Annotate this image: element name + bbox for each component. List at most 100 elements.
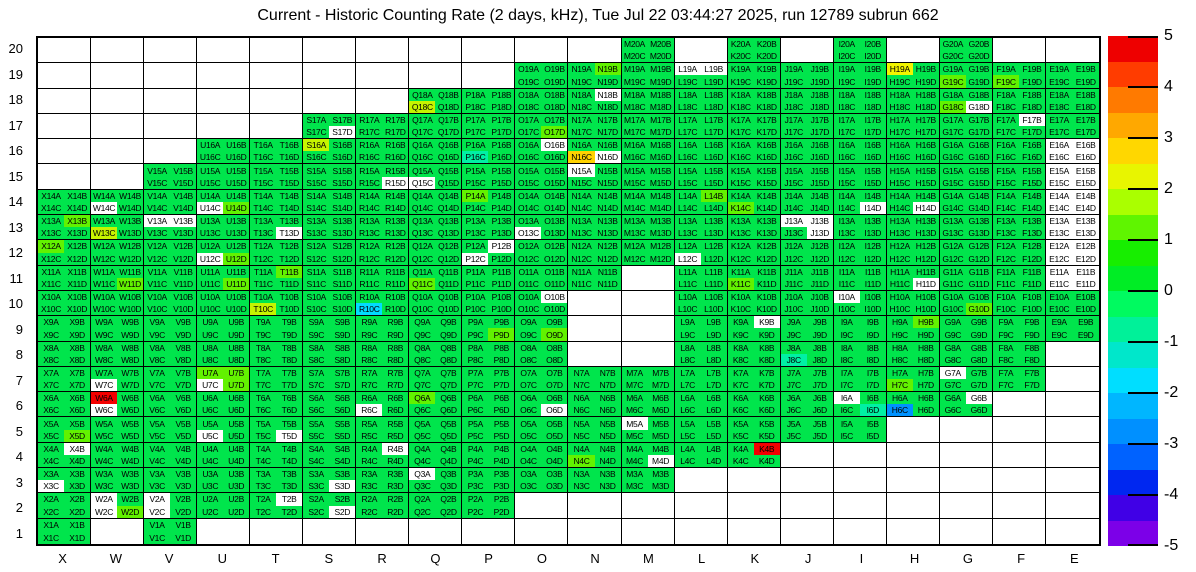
channel-M16A: M16A [621,139,648,152]
channel-G14B: G14B [965,189,992,202]
channel-R15C: R15C [356,176,383,189]
channel-T7A: T7A [250,366,277,380]
cell-W18 [91,88,145,114]
channel-H9D: H9D [912,328,939,341]
colorbar-tick-label-3: 3 [1164,129,1173,146]
channel-S14B: S14B [329,189,356,202]
channel-I17B: I17B [859,113,886,127]
channel-I10C: I10C [833,303,860,316]
channel-R6B: R6B [382,392,409,405]
channel-R4D: R4D [382,454,409,468]
channel-I6B: I6B [859,392,886,405]
channel-R5C: R5C [356,429,383,442]
channel-P4B: P4B [488,442,515,455]
channel-Q14C: Q14C [409,201,436,215]
channel-X4D: X4D [64,454,91,468]
channel-O11D: O11D [541,277,568,290]
channel-Q16C: Q16C [409,151,436,164]
cell-P15: P15A P15B P15C P15D [462,164,516,190]
channel-I13A: I13A [833,215,860,228]
cell-O5: O5A O5B O5C O5D [515,417,569,443]
channel-O19C: O19C [515,75,542,88]
cell-V14: V14A V14B V14C V14D [144,189,198,216]
channel-L18B: L18B [700,88,727,101]
channel-H6B: H6B [912,392,939,405]
cell-F2 [992,493,1046,519]
channel-X2D: X2D [64,505,91,518]
channel-G14A: G14A [939,189,966,202]
cell-M12: M12A M12B M12C M12D [621,240,675,266]
channel-J14B: J14B [806,189,833,202]
channel-R5B: R5B [382,417,409,430]
cell-X7: X7A X7B X7C X7D [38,366,92,393]
channel-H19D: H19D [912,75,939,88]
channel-T8D: T8D [276,353,303,366]
channel-R13C: R13C [356,227,383,240]
channel-N4A: N4A [568,442,595,455]
channel-Q6B: Q6B [435,392,462,405]
cell-O2 [515,493,569,519]
channel-N17C: N17C [568,126,595,139]
channel-Q18D: Q18D [435,100,462,113]
channel-E14A: E14A [1045,189,1073,202]
channel-O15B: O15B [541,164,568,177]
channel-H15C: H15C [886,176,913,189]
channel-E12D: E12D [1072,252,1099,265]
channel-R6C: R6C [356,404,383,417]
channel-X4C: X4C [38,454,65,468]
cell-Q3: Q3A Q3B Q3C Q3D [409,468,463,494]
cell-H17: H17A H17B H17C H17D [886,113,940,140]
channel-U15B: U15B [223,164,250,177]
cell-G20: G20A G20B G20C G20D [939,38,993,64]
cell-E20 [1045,38,1099,64]
cell-E8 [1045,341,1099,367]
channel-O16D: O16D [541,151,568,164]
channel-R13D: R13D [382,227,409,240]
channel-J16C: J16C [780,151,807,164]
channel-S3C: S3C [303,480,330,493]
channel-F11C: F11C [992,277,1019,290]
channel-G16C: G16C [939,151,966,164]
channel-P11B: P11B [488,265,515,278]
channel-X13B: X13B [64,215,91,228]
channel-I9B: I9B [859,316,886,329]
channel-U5D: U5D [223,429,250,442]
channel-P17A: P17A [462,113,489,127]
channel-E19D: E19D [1072,75,1099,88]
cell-E5 [1045,417,1099,443]
cell-E4 [1045,442,1099,469]
cell-K5: K5A K5B K5C K5D [727,417,781,443]
channel-K11B: K11B [753,265,780,278]
channel-H6C: H6C [886,404,913,417]
cell-I8: I8A I8B I8C I8D [833,341,887,367]
channel-I7A: I7A [833,366,860,380]
y-axis-label-16: 16 [8,143,23,159]
channel-X7D: X7D [64,379,91,392]
cell-O14: O14A O14B O14C O14D [515,189,569,216]
channel-H11A: H11A [886,265,913,278]
cell-L16: L16A L16B L16C L16D [674,139,728,165]
channel-U16A: U16A [197,139,224,152]
cell-N3: N3A N3B N3C N3D [568,468,622,494]
channel-Q8C: Q8C [409,353,436,366]
channel-O4C: O4C [515,454,542,468]
cell-O18: O18A O18B O18C O18D [515,88,569,114]
channel-T13A: T13A [250,215,277,228]
channel-W12B: W12B [117,240,144,253]
channel-S12A: S12A [303,240,330,253]
channel-U3B: U3B [223,468,250,481]
channel-L7C: L7C [674,379,701,392]
channel-W10D: W10D [117,303,144,316]
colorbar-band-0 [1108,36,1158,62]
channel-O18A: O18A [515,88,542,101]
channel-L17A: L17A [674,113,701,127]
y-axis-label-1: 1 [15,525,23,541]
channel-O10B: O10B [541,290,568,304]
channel-V7D: V7D [170,379,197,392]
channel-V10A: V10A [144,290,171,304]
cell-M11 [621,265,675,291]
channel-M17A: M17A [621,113,648,127]
cell-V17 [144,113,198,140]
channel-K18B: K18B [753,88,780,101]
channel-O4D: O4D [541,454,568,468]
